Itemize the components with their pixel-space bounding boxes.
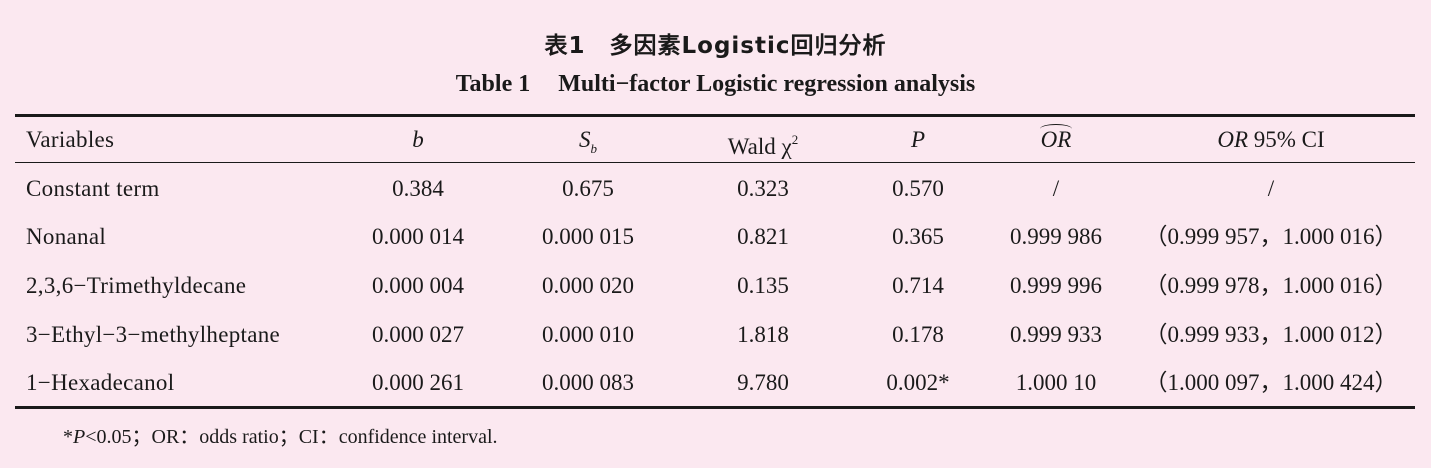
cell-ci: （1.000 097，1.000 424） <box>1144 370 1398 395</box>
table-row: 3−Ethyl−3−methylheptane 0.000 027 0.000 … <box>15 315 1415 355</box>
table-row: Constant term 0.384 0.675 0.323 0.570 / … <box>15 169 1415 209</box>
header-or: OR <box>986 120 1126 160</box>
cell-variable: 3−Ethyl−3−methylheptane <box>26 322 281 347</box>
table-header-row: Variables b Sb Wald χ2 P OR OR 95% CI <box>15 120 1415 160</box>
cell-ci: （0.999 957，1.000 016） <box>1144 224 1398 249</box>
header-wald-sup: 2 <box>791 132 799 147</box>
cell-variable: Nonanal <box>26 224 107 249</box>
cell-wald: 0.821 <box>737 224 789 249</box>
cell-or: 0.999 996 <box>1010 273 1102 298</box>
cell-b: 0.000 027 <box>372 322 464 347</box>
header-variables: Variables <box>26 127 115 152</box>
cell-p: 0.178 <box>892 322 944 347</box>
cell-or: / <box>1052 176 1060 201</box>
table-title: Multi−factor Logistic regression analysi… <box>558 71 976 97</box>
cell-b: 0.000 014 <box>372 224 464 249</box>
header-or-hat: OR <box>1039 120 1072 160</box>
cell-sb: 0.000 010 <box>542 322 634 347</box>
table-bottom-rule <box>15 406 1415 409</box>
cell-wald: 0.323 <box>737 176 789 201</box>
table-row: 1−Hexadecanol 0.000 261 0.000 083 9.780 … <box>15 363 1415 403</box>
table-row: 2,3,6−Trimethyldecane 0.000 004 0.000 02… <box>15 266 1415 306</box>
header-sb-sub: b <box>590 141 598 156</box>
table-footnote: *P<0.05；OR：odds ratio；CI：confidence inte… <box>63 420 498 449</box>
cell-ci: （0.999 978，1.000 016） <box>1144 273 1398 298</box>
cell-or: 0.999 986 <box>1010 224 1102 249</box>
header-ci: OR 95% CI <box>1121 120 1421 160</box>
table-top-rule <box>15 114 1415 117</box>
cell-p: 0.714 <box>892 273 944 298</box>
header-sb-main: S <box>579 127 591 152</box>
header-wald-main: Wald χ <box>727 134 792 159</box>
cell-b: 0.000 261 <box>372 370 464 395</box>
cell-variable: Constant term <box>26 176 160 201</box>
cell-ci: （0.999 933，1.000 012） <box>1144 322 1398 347</box>
footnote-text: <0.05；OR：odds ratio；CI：confidence interv… <box>85 426 498 448</box>
table-caption-english: Table 1 Multi−factor Logistic regression … <box>0 71 1431 98</box>
header-p: P <box>910 127 926 152</box>
cell-wald: 1.818 <box>737 322 789 347</box>
header-ci-rest: 95% CI <box>1248 127 1325 152</box>
table-number: Table 1 <box>455 71 531 97</box>
footnote-p: P <box>73 426 86 448</box>
cell-ci: / <box>1267 176 1275 201</box>
cell-p: 0.365 <box>892 224 944 249</box>
table-header-rule <box>15 162 1415 164</box>
cell-wald: 0.135 <box>737 273 789 298</box>
table-row: Nonanal 0.000 014 0.000 015 0.821 0.365 … <box>15 217 1415 257</box>
header-wald: Wald χ2 <box>693 120 833 160</box>
cell-or: 0.999 933 <box>1010 322 1102 347</box>
cell-variable: 1−Hexadecanol <box>26 370 175 395</box>
cell-or: 1.000 10 <box>1015 370 1097 395</box>
cell-p: 0.002* <box>886 370 950 395</box>
cell-p: 0.570 <box>892 176 944 201</box>
cell-b: 0.384 <box>392 176 444 201</box>
cell-sb: 0.000 015 <box>542 224 634 249</box>
cell-wald: 9.780 <box>737 370 789 395</box>
cell-sb: 0.675 <box>562 176 614 201</box>
cell-sb: 0.000 020 <box>542 273 634 298</box>
header-sb: Sb <box>518 120 658 160</box>
header-b: b <box>412 127 424 152</box>
header-ci-or: OR <box>1217 127 1248 152</box>
cell-sb: 0.000 083 <box>542 370 634 395</box>
cell-b: 0.000 004 <box>372 273 464 298</box>
footnote-star: * <box>63 426 73 448</box>
cell-variable: 2,3,6−Trimethyldecane <box>26 273 247 298</box>
table-caption-chinese: 表1 多因素Logistic回归分析 <box>544 33 887 59</box>
